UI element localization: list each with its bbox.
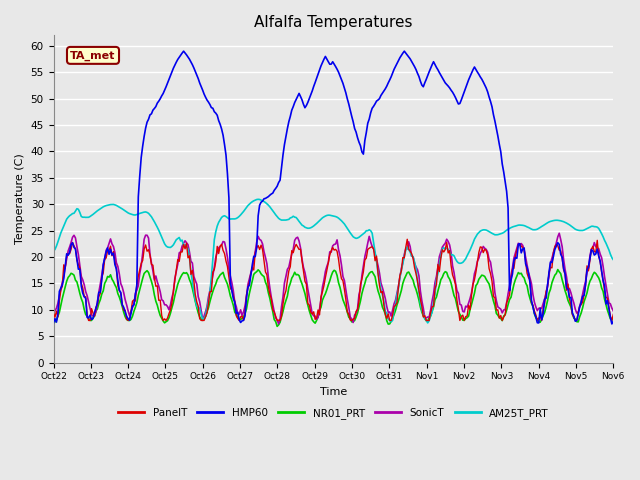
Title: Alfalfa Temperatures: Alfalfa Temperatures xyxy=(254,15,413,30)
Y-axis label: Temperature (C): Temperature (C) xyxy=(15,154,25,244)
X-axis label: Time: Time xyxy=(320,387,347,397)
Legend: PanelT, HMP60, NR01_PRT, SonicT, AM25T_PRT: PanelT, HMP60, NR01_PRT, SonicT, AM25T_P… xyxy=(114,404,553,423)
Text: TA_met: TA_met xyxy=(70,50,116,60)
